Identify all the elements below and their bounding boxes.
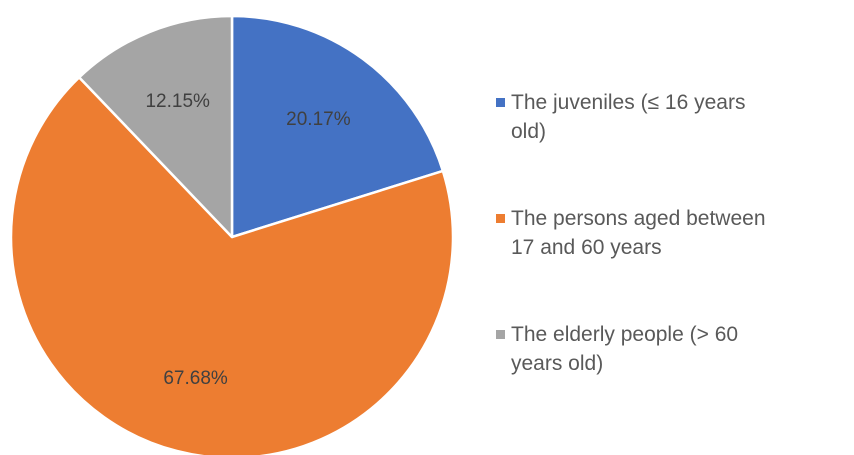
legend-label-adults-line2: 17 and 60 years: [511, 236, 662, 259]
pie-chart: 20.17% 67.68% 12.15%: [9, 14, 455, 455]
legend-item-elderly: The elderly people (> 60 years old): [496, 320, 851, 378]
legend-item-adults: The persons aged between 17 and 60 years: [496, 204, 851, 262]
legend-label-juveniles-line2: old): [511, 120, 547, 143]
legend-label-adults: The persons aged between 17 and 60 years: [511, 204, 851, 262]
pie-slice-juveniles: [230, 14, 445, 239]
legend-item-juveniles: The juveniles (≤ 16 years old): [496, 88, 851, 146]
legend-label-elderly: The elderly people (> 60 years old): [511, 320, 851, 378]
legend-swatch-juveniles: [496, 98, 505, 107]
legend-label-adults-line1: The persons aged between: [511, 207, 766, 230]
pie-slice-elderly: [77, 14, 234, 239]
legend-label-elderly-line1: The elderly people (> 60: [511, 323, 739, 346]
pie-slice-label-juveniles: 20.17%: [286, 109, 351, 130]
pie-slice-label-elderly: 12.15%: [145, 91, 210, 112]
legend-label-juveniles: The juveniles (≤ 16 years old): [511, 88, 851, 146]
legend-label-juveniles-line1: The juveniles (≤ 16 years: [511, 91, 746, 114]
pie-slice-adults: [9, 76, 455, 455]
pie-slice-label-adults: 67.68%: [163, 368, 228, 389]
legend-swatch-elderly: [496, 330, 505, 339]
legend-swatch-adults: [496, 214, 505, 223]
legend-label-elderly-line2: years old): [511, 352, 604, 375]
